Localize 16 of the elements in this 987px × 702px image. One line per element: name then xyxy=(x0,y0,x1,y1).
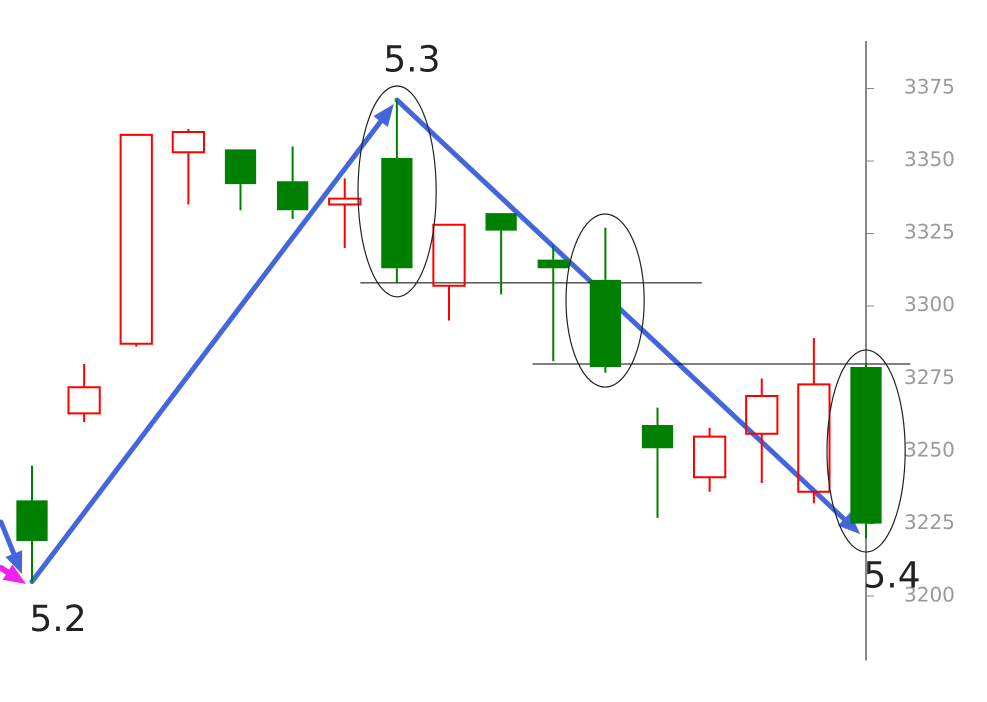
candlestick xyxy=(538,244,569,362)
y-tick-label: 3300 xyxy=(904,292,955,316)
y-tick-label: 3375 xyxy=(904,74,955,99)
candlestick xyxy=(276,145,308,220)
candlestick xyxy=(485,213,517,296)
candlestick xyxy=(642,406,674,519)
candlestick xyxy=(590,226,622,374)
candlestick xyxy=(745,378,778,484)
candlestick xyxy=(224,149,256,212)
y-tick-label: 3350 xyxy=(904,147,955,172)
y-tick-label: 3225 xyxy=(904,510,955,534)
candlestick xyxy=(328,177,362,249)
y-tick-label: 3325 xyxy=(904,220,955,244)
annotation: 5.2 xyxy=(29,599,87,640)
y-tick-label: 3275 xyxy=(904,364,955,389)
annotation: 5.3 xyxy=(383,39,441,80)
